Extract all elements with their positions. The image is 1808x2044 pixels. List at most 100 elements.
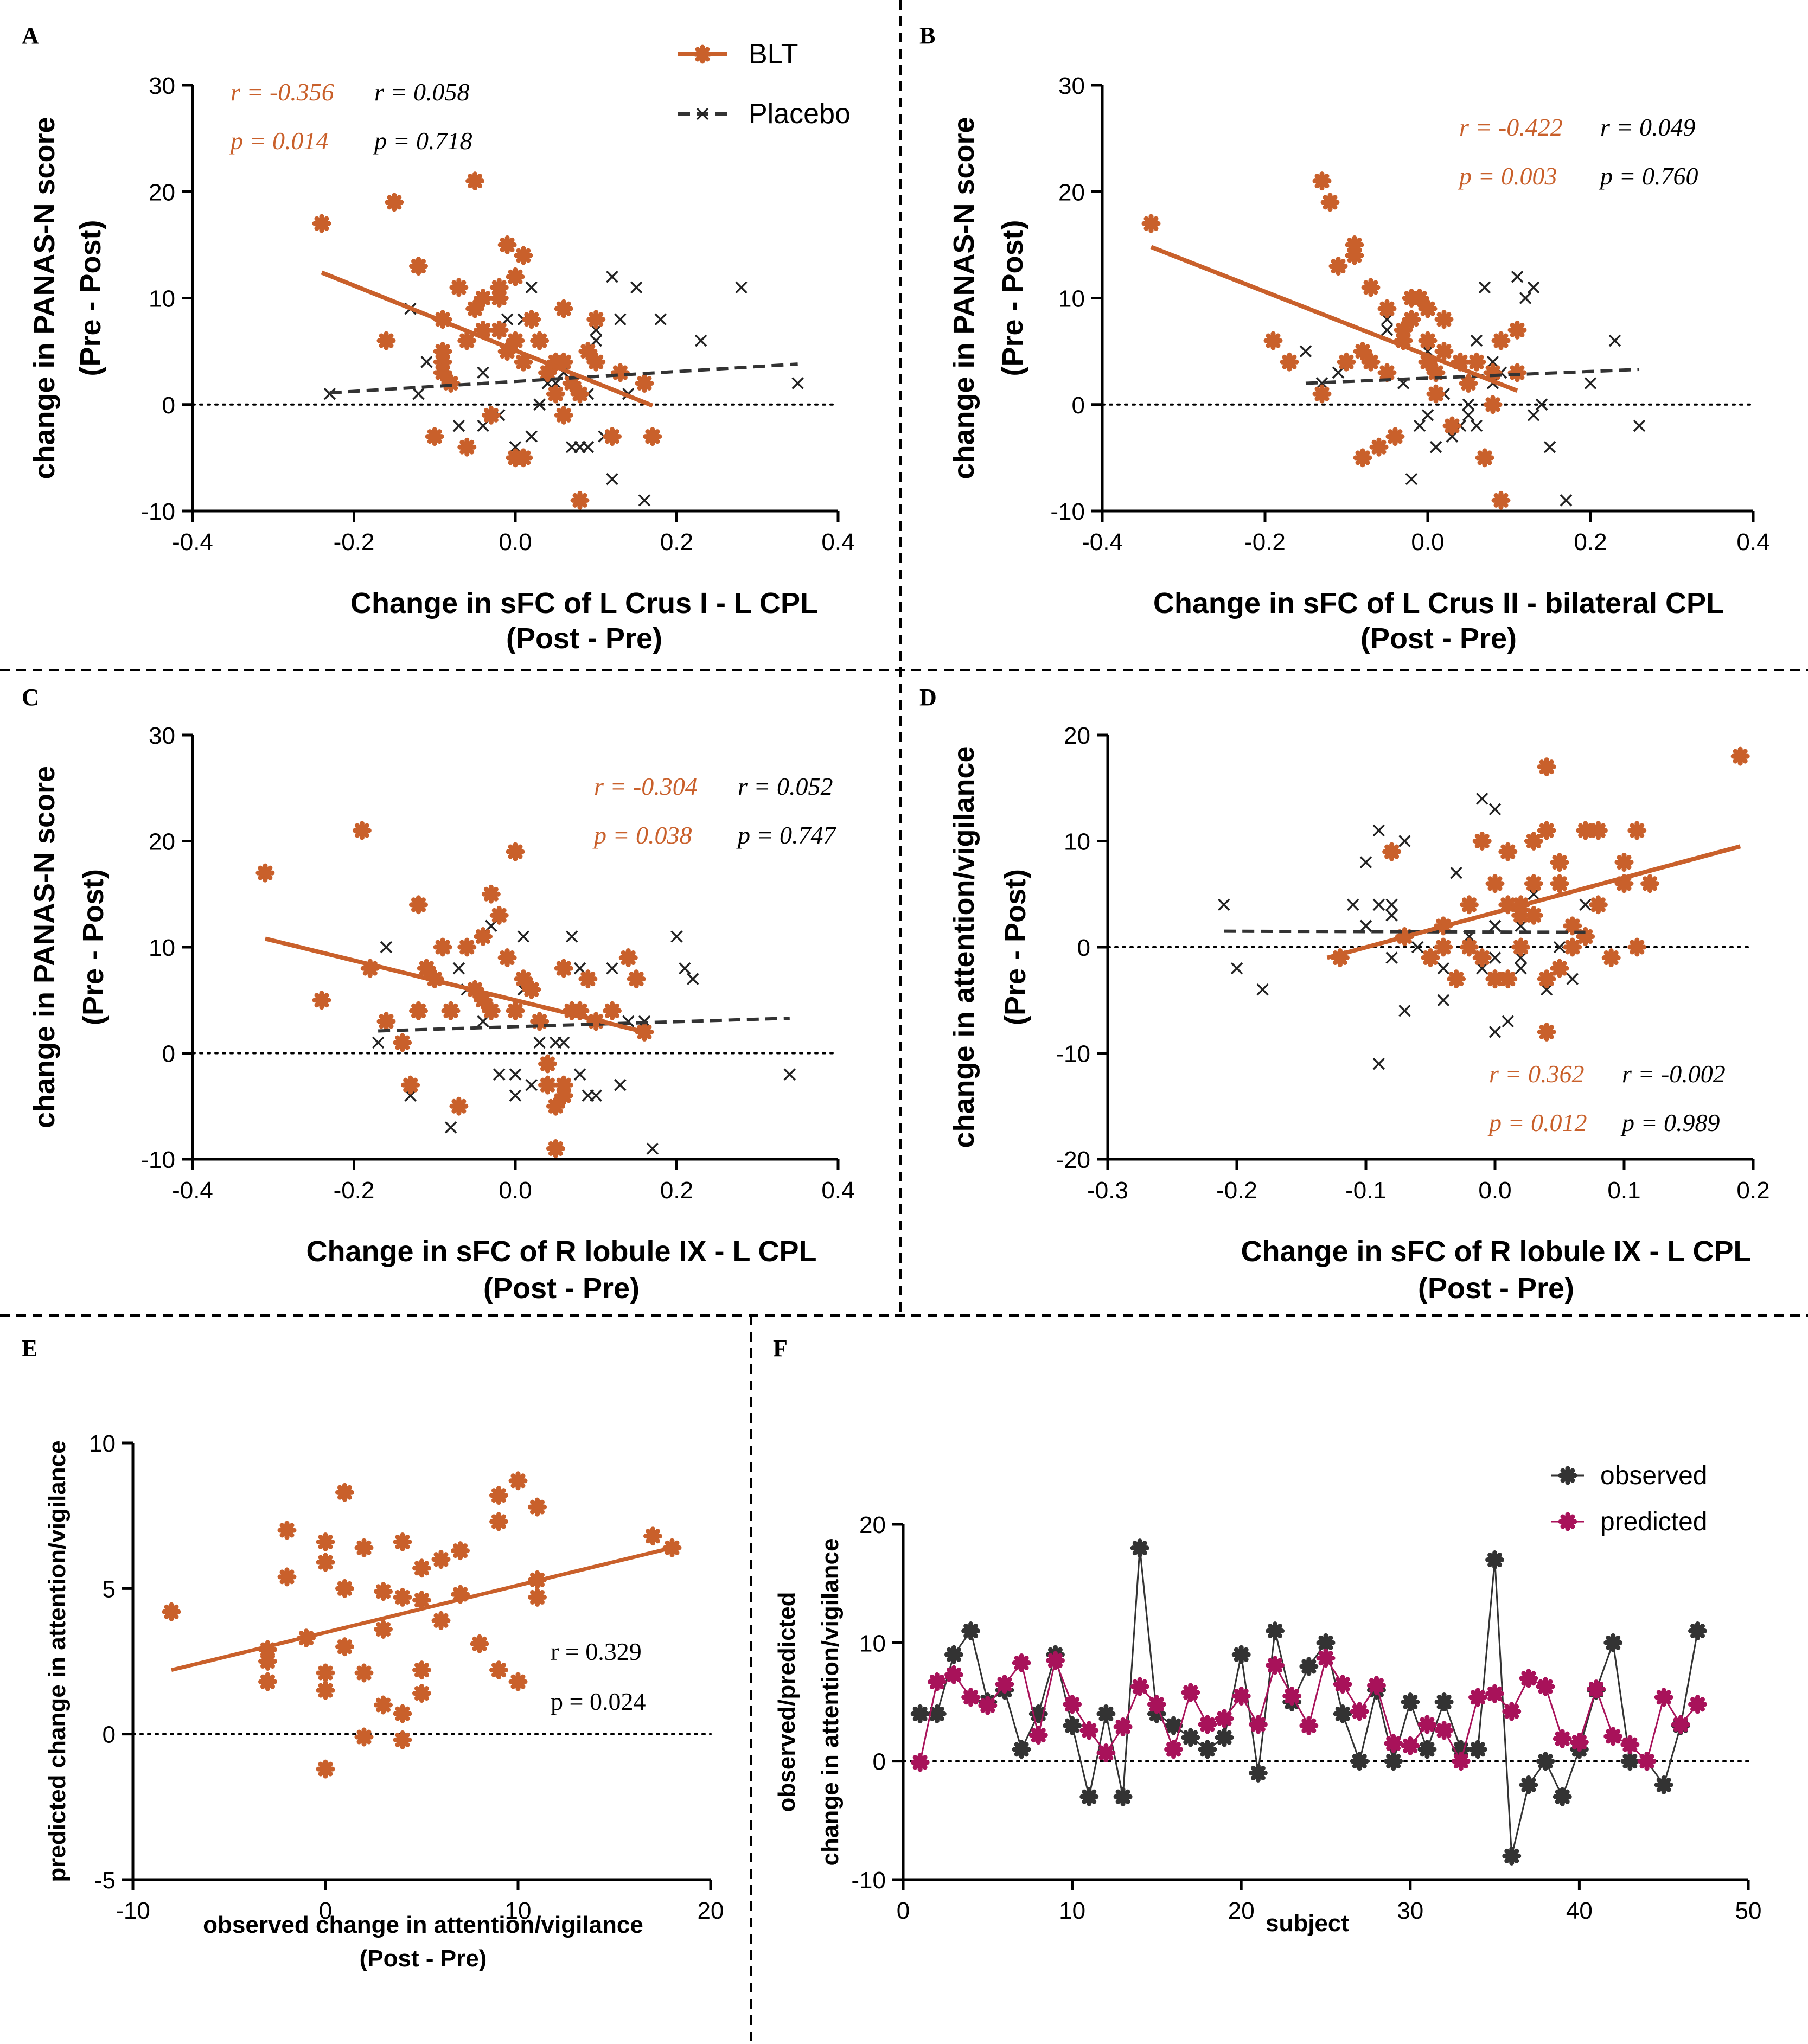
x-tick-label: -0.1: [1345, 1177, 1387, 1204]
blt-point: [441, 1001, 461, 1020]
blt-point: [457, 937, 477, 957]
blt-point: [1507, 320, 1527, 340]
y-tick-label: 10: [859, 1630, 886, 1657]
y-tick-label: -10: [851, 1867, 886, 1894]
blt-point: [1550, 959, 1569, 978]
blt-point: [546, 384, 565, 404]
y-tick-label: 10: [149, 935, 175, 961]
predicted-point: [1502, 1702, 1522, 1721]
blt-point: [1426, 384, 1446, 404]
blt-point: [1410, 289, 1429, 308]
blt-point: [514, 246, 533, 265]
placebo-stat-p: p = 0.760: [1599, 162, 1698, 190]
y-tick-label: -10: [140, 1147, 175, 1173]
blt-point: [474, 991, 493, 1010]
blt-point: [489, 278, 509, 297]
placebo-point: [687, 973, 699, 985]
placebo-point: [1527, 281, 1540, 294]
blt-point: [1418, 299, 1438, 318]
x-tick-label: 10: [1059, 1898, 1085, 1924]
predicted-point: [927, 1672, 947, 1691]
blt-point: [1382, 842, 1402, 861]
blt-point: [409, 257, 428, 276]
placebo-point: [1462, 398, 1475, 411]
legend-blt-marker: [693, 44, 712, 64]
blt-point: [554, 959, 573, 978]
predicted-point: [1113, 1717, 1133, 1736]
blt-point: [1537, 757, 1556, 777]
placebo-point: [1488, 803, 1502, 816]
observed-point: [1063, 1716, 1082, 1735]
blt-point: [1614, 874, 1634, 893]
data-point: [489, 1660, 508, 1680]
placebo-point: [1299, 345, 1312, 357]
data-point: [431, 1611, 451, 1630]
x-axis-label: Change in sFC of R lobule IX - L CPL: [1241, 1235, 1751, 1268]
placebo-point: [1584, 377, 1597, 389]
observed-point: [1553, 1787, 1572, 1806]
blt-point: [635, 374, 654, 393]
placebo-point: [493, 1068, 506, 1081]
blt-point: [618, 948, 638, 968]
placebo-fit-line: [1305, 367, 1640, 385]
blt-point: [1418, 352, 1438, 372]
blt-point: [1320, 193, 1340, 212]
panel-label: F: [773, 1335, 788, 1362]
blt-point: [474, 320, 493, 340]
blt-point: [1434, 342, 1454, 361]
blt-point: [352, 821, 372, 840]
x-tick-label: 40: [1566, 1898, 1593, 1924]
blt-point: [497, 948, 517, 968]
placebo-point: [1553, 941, 1566, 954]
placebo-point: [1579, 898, 1592, 911]
x-tick-label: 10: [505, 1898, 532, 1924]
placebo-point: [1359, 919, 1372, 932]
blt-point: [1498, 842, 1518, 861]
placebo-point: [1608, 334, 1621, 347]
placebo-point: [1372, 898, 1385, 911]
placebo-point: [1519, 292, 1532, 304]
blt-point: [1442, 416, 1462, 436]
x-axis-label-2: (Post - Pre): [483, 1272, 640, 1305]
panel-label: C: [22, 684, 39, 711]
legend-placebo-label: Placebo: [749, 98, 851, 130]
observed-point: [1451, 1740, 1471, 1759]
y-tick-label: -20: [1056, 1147, 1090, 1173]
blt-point: [1507, 363, 1527, 382]
observed-point: [1434, 1692, 1454, 1711]
placebo-point: [1462, 409, 1475, 421]
data-point: [316, 1663, 335, 1683]
legend-placebo-marker: [696, 107, 709, 120]
predicted-point: [1366, 1676, 1386, 1695]
data-point: [258, 1652, 277, 1671]
fit-line: [171, 1545, 673, 1672]
blt-point: [546, 1139, 565, 1158]
panel-a: A -0.4 -0.2 0.0 0.2 0.4 -10 0 10 20 30 Change in sF…: [22, 22, 855, 655]
blt-point: [1394, 320, 1413, 340]
x-axis-label-2: (Post - Pre): [1360, 622, 1517, 655]
predicted-point: [1384, 1734, 1403, 1753]
blt-point: [643, 427, 662, 446]
blt-point: [627, 969, 646, 989]
y-axis-label: change in attention/vigilance: [948, 746, 980, 1148]
x-tick-label: 20: [698, 1898, 724, 1924]
predicted-point: [1181, 1683, 1200, 1702]
blt-point: [1353, 448, 1372, 468]
placebo-point: [1543, 441, 1556, 453]
blt-point: [1418, 331, 1438, 350]
blt-point: [1426, 363, 1446, 382]
blt-point: [1434, 937, 1453, 957]
placebo-stat-r: r = 0.049: [1600, 113, 1695, 141]
placebo-point: [670, 930, 683, 943]
blt-point: [1402, 310, 1421, 329]
x-tick-label: 0.0: [1478, 1177, 1511, 1204]
blt-point: [409, 895, 428, 915]
y-tick-label: 0: [103, 1722, 116, 1748]
placebo-point: [573, 1068, 586, 1081]
observed-point: [910, 1704, 930, 1723]
observed-point: [1130, 1538, 1149, 1558]
y-tick-label: 30: [149, 73, 175, 99]
blt-point: [474, 289, 493, 308]
blt-point: [506, 331, 525, 350]
blt-point: [554, 405, 573, 425]
